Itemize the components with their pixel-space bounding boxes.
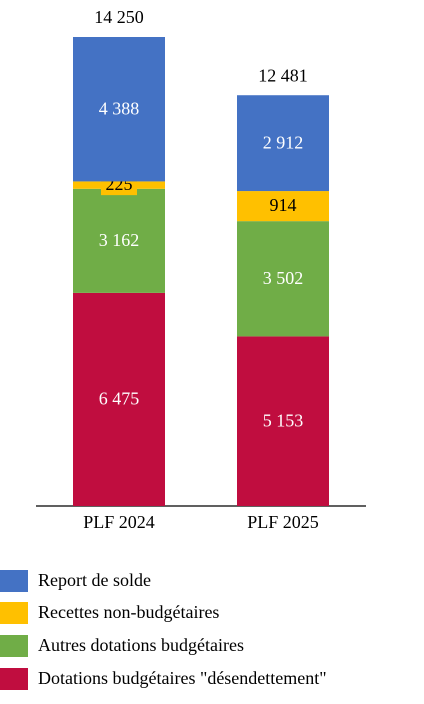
legend-swatch <box>0 635 28 657</box>
bar-segment <box>73 292 165 506</box>
total-label: 12 481 <box>258 65 308 85</box>
bar-segment <box>73 37 165 182</box>
value-label: 6 475 <box>99 389 140 409</box>
bar-segment <box>237 336 329 506</box>
legend-swatch <box>0 570 28 592</box>
total-label: 14 250 <box>94 7 144 27</box>
bar-segment <box>73 188 165 293</box>
value-label: 4 388 <box>99 98 140 118</box>
bar-segment <box>237 191 329 222</box>
legend-label: Recettes non-budgétaires <box>38 602 219 622</box>
legend-swatch <box>0 668 28 690</box>
bar-segment <box>237 221 329 337</box>
legend-label: Dotations budgétaires "désendettement" <box>38 668 327 688</box>
value-label: 914 <box>270 195 297 215</box>
x-tick-label: PLF 2024 <box>83 512 155 532</box>
value-label: 5 153 <box>263 410 304 430</box>
value-label: 3 162 <box>99 230 140 250</box>
x-tick-label: PLF 2025 <box>247 512 319 532</box>
legend-label: Report de solde <box>38 570 151 590</box>
value-label: 2 912 <box>263 132 304 152</box>
legend-swatch <box>0 602 28 624</box>
legend-label: Autres dotations budgétaires <box>38 635 244 655</box>
value-label: 3 502 <box>263 268 304 288</box>
bar-segment <box>237 95 329 192</box>
